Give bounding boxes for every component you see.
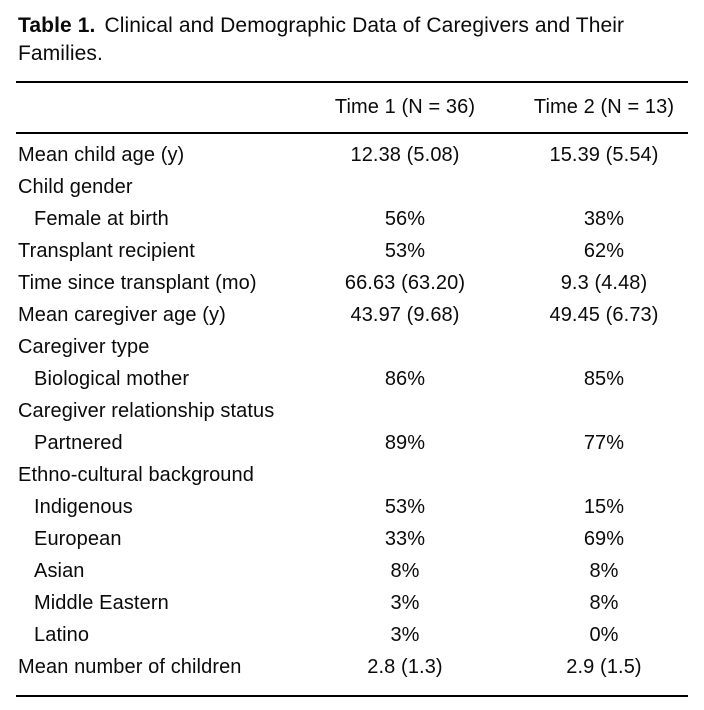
table-title: Table 1. Clinical and Demographic Data of… bbox=[18, 12, 688, 68]
row-label: Mean caregiver age (y) bbox=[18, 303, 226, 326]
row-label: Female at birth bbox=[34, 207, 169, 230]
table-title-text: Clinical and Demographic Data of Caregiv… bbox=[18, 14, 625, 65]
row-label: Ethno-cultural background bbox=[18, 463, 254, 486]
row-label: European bbox=[34, 527, 122, 550]
table-row: Transplant recipient 53% 62% bbox=[16, 235, 688, 267]
time2-value: 8% bbox=[589, 559, 619, 582]
time2-value bbox=[520, 171, 688, 203]
table-row: Mean number of children 2.8 (1.3) 2.9 (1… bbox=[16, 651, 688, 696]
table-row: Latino 3% 0% bbox=[16, 619, 688, 651]
time1-value: 86% bbox=[384, 367, 426, 390]
row-label: Biological mother bbox=[34, 367, 190, 390]
time2-value: 15% bbox=[583, 495, 625, 518]
row-label: Caregiver relationship status bbox=[18, 399, 275, 422]
row-label: Mean number of children bbox=[18, 655, 242, 678]
time1-value: 3% bbox=[390, 623, 420, 646]
row-label: Child gender bbox=[18, 175, 133, 198]
table-row: Middle Eastern 3% 8% bbox=[16, 587, 688, 619]
time2-value bbox=[520, 459, 688, 491]
table-row: Caregiver type bbox=[16, 331, 688, 363]
time2-value: 77% bbox=[583, 431, 625, 454]
row-label: Time since transplant (mo) bbox=[18, 271, 257, 294]
time2-value: 2.9 (1.5) bbox=[566, 655, 642, 678]
time1-value: 2.8 (1.3) bbox=[367, 655, 443, 678]
time2-value bbox=[520, 331, 688, 363]
time1-value: 43.97 (9.68) bbox=[350, 303, 460, 326]
time1-value: 12.38 (5.08) bbox=[350, 143, 460, 166]
time2-value: 49.45 (6.73) bbox=[549, 303, 659, 326]
row-label: Caregiver type bbox=[18, 335, 150, 358]
column-header-time1: Time 1 (N = 36) bbox=[290, 82, 520, 134]
time1-value bbox=[290, 395, 520, 427]
time2-value bbox=[520, 395, 688, 427]
table-row: Child gender bbox=[16, 171, 688, 203]
table-row: Time since transplant (mo) 66.63 (63.20)… bbox=[16, 267, 688, 299]
time2-value: 69% bbox=[583, 527, 625, 550]
time2-value: 62% bbox=[583, 239, 625, 262]
table-row: Partnered 89% 77% bbox=[16, 427, 688, 459]
time2-value: 85% bbox=[583, 367, 625, 390]
time1-value bbox=[290, 331, 520, 363]
table-row: Indigenous 53% 15% bbox=[16, 491, 688, 523]
header-row: Time 1 (N = 36) Time 2 (N = 13) bbox=[16, 82, 688, 134]
time1-value: 66.63 (63.20) bbox=[344, 271, 466, 294]
table-row: Mean child age (y) 12.38 (5.08) 15.39 (5… bbox=[16, 133, 688, 171]
column-header-time2: Time 2 (N = 13) bbox=[520, 82, 688, 134]
time1-value bbox=[290, 459, 520, 491]
table-row: European 33% 69% bbox=[16, 523, 688, 555]
table-row: Female at birth 56% 38% bbox=[16, 203, 688, 235]
row-label: Partnered bbox=[34, 431, 123, 454]
time1-value: 8% bbox=[390, 559, 420, 582]
time2-value: 8% bbox=[589, 591, 619, 614]
time1-value: 53% bbox=[384, 495, 426, 518]
header-empty-cell bbox=[16, 82, 290, 134]
time1-value: 33% bbox=[384, 527, 426, 550]
time1-value: 3% bbox=[390, 591, 420, 614]
row-label: Mean child age (y) bbox=[18, 143, 185, 166]
time1-value: 89% bbox=[384, 431, 426, 454]
time2-value: 38% bbox=[583, 207, 625, 230]
time1-value: 53% bbox=[384, 239, 426, 262]
table-row: Caregiver relationship status bbox=[16, 395, 688, 427]
row-label: Middle Eastern bbox=[34, 591, 169, 614]
row-label: Latino bbox=[34, 623, 90, 646]
table-row: Biological mother 86% 85% bbox=[16, 363, 688, 395]
time1-value bbox=[290, 171, 520, 203]
time1-value: 56% bbox=[384, 207, 426, 230]
row-label: Asian bbox=[34, 559, 85, 582]
row-label: Indigenous bbox=[34, 495, 133, 518]
time2-value: 9.3 (4.48) bbox=[560, 271, 648, 294]
table-row: Mean caregiver age (y) 43.97 (9.68) 49.4… bbox=[16, 299, 688, 331]
demographics-table: Time 1 (N = 36) Time 2 (N = 13) Mean chi… bbox=[16, 81, 688, 697]
time2-value: 15.39 (5.54) bbox=[549, 143, 659, 166]
table-row: Asian 8% 8% bbox=[16, 555, 688, 587]
table-title-label: Table 1. bbox=[18, 14, 96, 37]
time2-value: 0% bbox=[589, 623, 619, 646]
table-row: Ethno-cultural background bbox=[16, 459, 688, 491]
row-label: Transplant recipient bbox=[18, 239, 195, 262]
